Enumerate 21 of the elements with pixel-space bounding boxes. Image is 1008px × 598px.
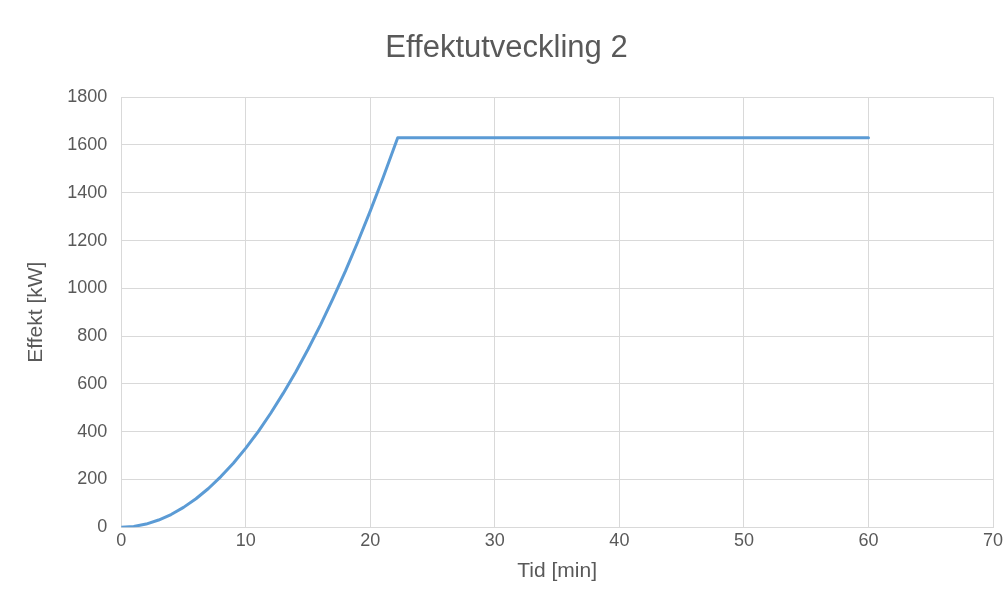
y-tick-label: 0 [97, 516, 108, 537]
x-tick-label: 40 [609, 529, 630, 550]
x-tick-label: 60 [858, 529, 879, 550]
x-axis-title: Tid [min] [517, 558, 597, 582]
y-tick-label: 1600 [67, 133, 108, 154]
x-tick-label: 50 [733, 529, 754, 550]
x-tick-label: 30 [484, 529, 505, 550]
y-axis-title: Effekt [kW] [23, 261, 47, 363]
chart-title: Effektutveckling 2 [385, 29, 628, 65]
y-tick-label: 1200 [67, 229, 108, 250]
x-tick-label: 10 [235, 529, 256, 550]
y-tick-label: 1000 [67, 277, 108, 298]
y-tick-label: 1400 [67, 181, 108, 202]
y-tick-label: 800 [77, 325, 108, 346]
x-tick-label: 70 [982, 529, 1004, 550]
x-tick-label: 0 [116, 529, 127, 550]
y-tick-label: 600 [77, 372, 108, 393]
x-tick-label: 20 [360, 529, 381, 550]
y-tick-label: 1800 [67, 86, 108, 107]
y-tick-label: 400 [77, 420, 108, 441]
y-tick-label: 200 [77, 468, 108, 489]
